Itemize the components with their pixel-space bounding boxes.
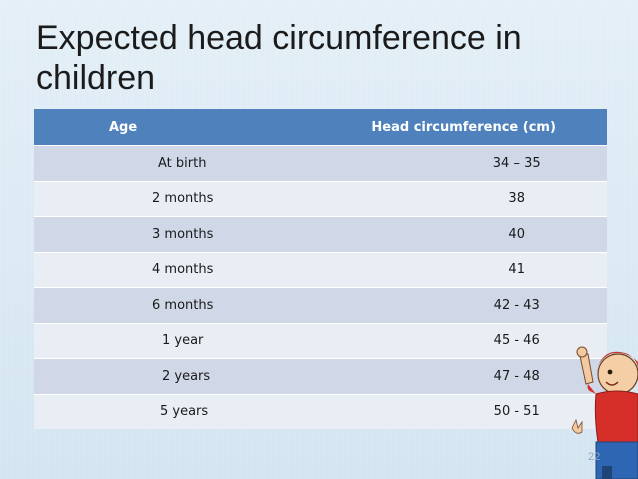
- circumference-cell: 45 - 46: [346, 322, 607, 359]
- circumference-cell: 38: [346, 180, 607, 217]
- circumference-cell: 41: [346, 251, 607, 288]
- header-head-circumference: Head circumference (cm): [346, 109, 607, 146]
- circumference-cell: 40: [346, 216, 607, 252]
- age-cell: 5 years: [34, 393, 347, 429]
- slide-title: Expected head circumference in children: [36, 19, 522, 97]
- head-circumference-table: Age Head circumference (cm) At birth 34 …: [34, 109, 607, 429]
- page-number: 22: [588, 451, 601, 463]
- age-cell: 1 year: [34, 322, 347, 359]
- table-row: 3 months 40: [34, 216, 607, 252]
- table-row: 6 months 42 - 43: [34, 287, 607, 323]
- age-cell: 3 months: [34, 216, 347, 252]
- circumference-cell: 34 – 35: [346, 145, 607, 181]
- age-cell: 4 months: [34, 251, 347, 288]
- age-cell: 2 months: [34, 180, 347, 217]
- table-row: 5 years 50 - 51: [34, 393, 607, 429]
- table-row: 2 years 47 - 48: [34, 358, 607, 394]
- cartoon-child-illustration: [571, 346, 638, 479]
- circumference-cell: 47 - 48: [346, 358, 607, 394]
- table-header-row: Age Head circumference (cm): [34, 109, 607, 146]
- circumference-cell: 50 - 51: [346, 393, 607, 429]
- header-age: Age: [34, 109, 347, 146]
- table-row: 2 months 38: [34, 180, 607, 217]
- age-cell: 2 years: [34, 358, 347, 394]
- table-row: 4 months 41: [34, 251, 607, 288]
- age-cell: 6 months: [34, 287, 347, 323]
- table-row: 1 year 45 - 46: [34, 322, 607, 359]
- circumference-cell: 42 - 43: [346, 287, 607, 323]
- age-cell: At birth: [34, 145, 347, 181]
- table-row: At birth 34 – 35: [34, 145, 607, 181]
